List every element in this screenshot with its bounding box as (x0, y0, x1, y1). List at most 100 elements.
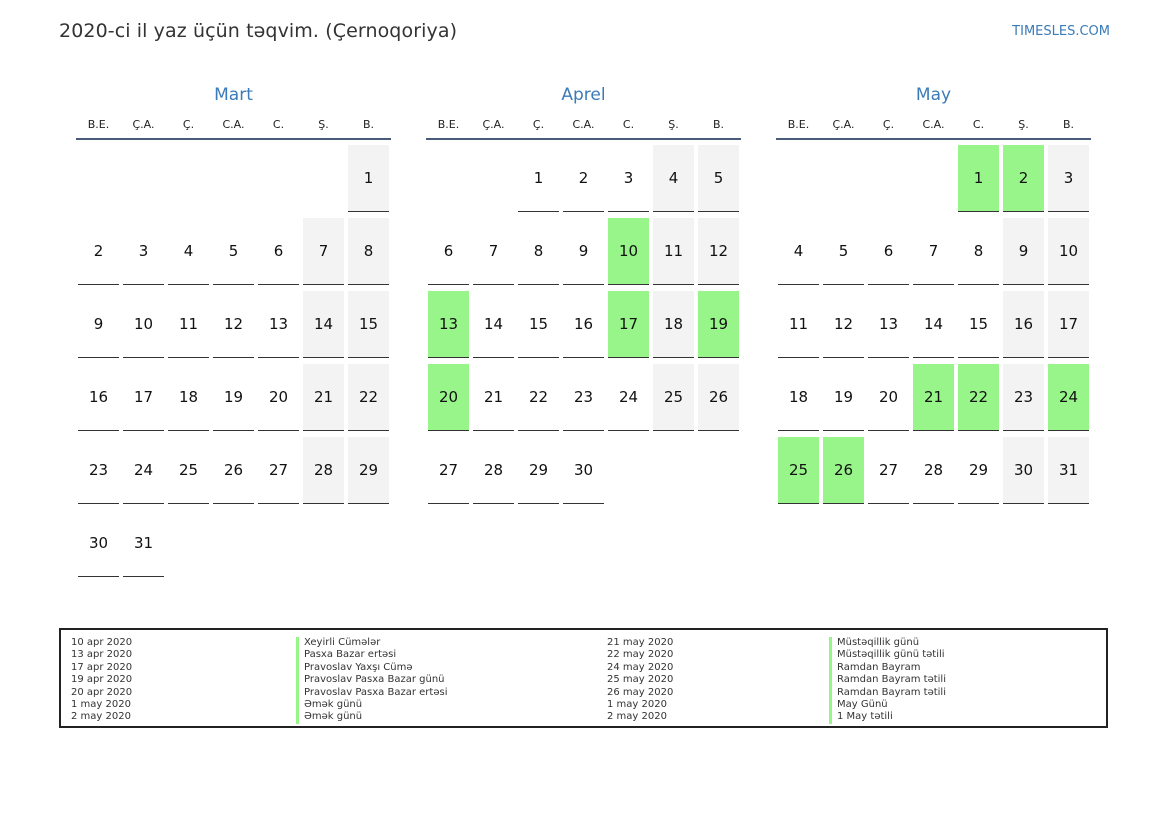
day-cell: 18 (168, 364, 209, 431)
empty-cell (778, 145, 819, 212)
legend-names-left: Xeyirli Cümələr Pasxa Bazar ertəsi Pravosl… (296, 637, 447, 724)
legend-names-right: Müstəqillik günü Müstəqillik günü tətili R… (829, 637, 946, 724)
legend-holiday-name: 1 May tətili (837, 711, 893, 723)
empty-cell (168, 510, 209, 577)
legend-holiday-name: Xeyirli Cümələr (304, 637, 381, 648)
day-cell: 11 (778, 291, 819, 358)
month-calendar-may: May B.E. Ç.A. Ç. C.A. C. Ş. B. 1 2 3 4 5 6 7 8 9 10 11 12 13… (776, 84, 1091, 510)
day-cell: 31 (123, 510, 164, 577)
day-cell: 23 (563, 364, 604, 431)
weekday-label: B. (362, 118, 375, 131)
weekday-header: B.E. Ç.A. Ç. C.A. C. Ş. B. (76, 115, 391, 140)
day-cell: 28 (473, 437, 514, 504)
empty-cell (473, 145, 514, 212)
day-cell: 24 (608, 364, 649, 431)
legend-holiday-name: Pravoslav Pasxa Bazar ertəsi (304, 686, 448, 698)
day-cell: 13 (868, 291, 909, 358)
legend-dates-left: 10 apr 2020 13 apr 2020 17 apr 2020 19 apr … (71, 637, 132, 724)
day-cell: 26 (213, 437, 254, 504)
day-cell: 7 (913, 218, 954, 285)
week-row: 20 21 22 23 24 25 26 (426, 364, 741, 437)
day-cell: 20 (868, 364, 909, 431)
day-cell: 19 (698, 291, 739, 358)
week-row: 27 28 29 30 (426, 437, 741, 510)
weekday-label: C.A. (222, 118, 245, 131)
empty-cell (698, 437, 739, 504)
legend-date: 2 may 2020 (71, 711, 131, 723)
weekday-label: C. (972, 118, 985, 131)
day-cell: 4 (778, 218, 819, 285)
day-cell: 28 (913, 437, 954, 504)
month-calendar-mart: Mart B.E. Ç.A. Ç. C.A. C. Ş. B. 1 2 3 4 5 6 7 8 9 10 11 12 1… (76, 84, 391, 583)
day-cell: 21 (473, 364, 514, 431)
empty-cell (213, 145, 254, 212)
day-cell: 26 (823, 437, 864, 504)
day-cell: 10 (123, 291, 164, 358)
legend-holiday-name: May Günü (837, 698, 888, 710)
weekday-label: C.A. (922, 118, 945, 131)
day-cell: 14 (473, 291, 514, 358)
legend-date: 22 may 2020 (607, 649, 674, 661)
legend-holiday-name: Müstəqillik günü tətili (837, 649, 945, 661)
empty-cell (78, 145, 119, 212)
day-cell: 7 (303, 218, 344, 285)
day-cell: 17 (1048, 291, 1089, 358)
week-row: 25 26 27 28 29 30 31 (776, 437, 1091, 510)
empty-cell (213, 510, 254, 577)
day-cell: 30 (563, 437, 604, 504)
empty-cell (258, 510, 299, 577)
week-row: 11 12 13 14 15 16 17 (776, 291, 1091, 364)
empty-cell (303, 145, 344, 212)
day-cell: 23 (1003, 364, 1044, 431)
day-cell: 15 (348, 291, 389, 358)
day-cell: 13 (428, 291, 469, 358)
empty-cell (823, 145, 864, 212)
day-cell: 28 (303, 437, 344, 504)
day-cell: 20 (428, 364, 469, 431)
day-cell: 18 (653, 291, 694, 358)
weekday-label: C.A. (572, 118, 595, 131)
day-cell: 22 (518, 364, 559, 431)
day-cell: 1 (348, 145, 389, 212)
day-cell: 27 (258, 437, 299, 504)
day-cell: 24 (123, 437, 164, 504)
day-cell: 5 (698, 145, 739, 212)
day-cell: 1 (958, 145, 999, 212)
legend-date: 24 may 2020 (607, 661, 674, 673)
week-row: 18 19 20 21 22 23 24 (776, 364, 1091, 437)
day-cell: 3 (608, 145, 649, 212)
day-cell: 22 (958, 364, 999, 431)
day-cell: 3 (1048, 145, 1089, 212)
legend-holiday-name: Müstəqillik günü (837, 637, 920, 648)
empty-cell (348, 510, 389, 577)
day-cell: 6 (258, 218, 299, 285)
legend-date: 19 apr 2020 (71, 674, 133, 686)
day-cell: 12 (213, 291, 254, 358)
week-row: 13 14 15 16 17 18 19 (426, 291, 741, 364)
empty-cell (303, 510, 344, 577)
day-cell: 2 (563, 145, 604, 212)
legend-holiday-name: Ramdan Bayram tətili (837, 674, 946, 686)
legend-date: 26 may 2020 (607, 686, 674, 698)
weekday-label: B. (1062, 118, 1075, 131)
legend-date: 1 may 2020 (607, 698, 667, 710)
weekday-label: B.E. (787, 118, 810, 131)
week-row: 6 7 8 9 10 11 12 (426, 218, 741, 291)
weekday-label: Ç.A. (132, 118, 155, 131)
weekday-label: Ç.A. (482, 118, 505, 131)
day-cell: 5 (823, 218, 864, 285)
day-cell: 23 (78, 437, 119, 504)
day-cell: 25 (653, 364, 694, 431)
legend-holiday-name: Pravoslav Yaxşı Cümə (304, 661, 413, 673)
weekday-label: B.E. (437, 118, 460, 131)
day-cell: 31 (1048, 437, 1089, 504)
weekday-label: B. (712, 118, 725, 131)
weekday-header: B.E. Ç.A. Ç. C.A. C. Ş. B. (776, 115, 1091, 140)
legend-date: 10 apr 2020 (71, 637, 133, 648)
legend-holiday-name: Əmək günü (304, 711, 363, 723)
site-link[interactable]: TIMESLES.COM (1012, 24, 1110, 39)
legend-date: 21 may 2020 (607, 637, 674, 648)
